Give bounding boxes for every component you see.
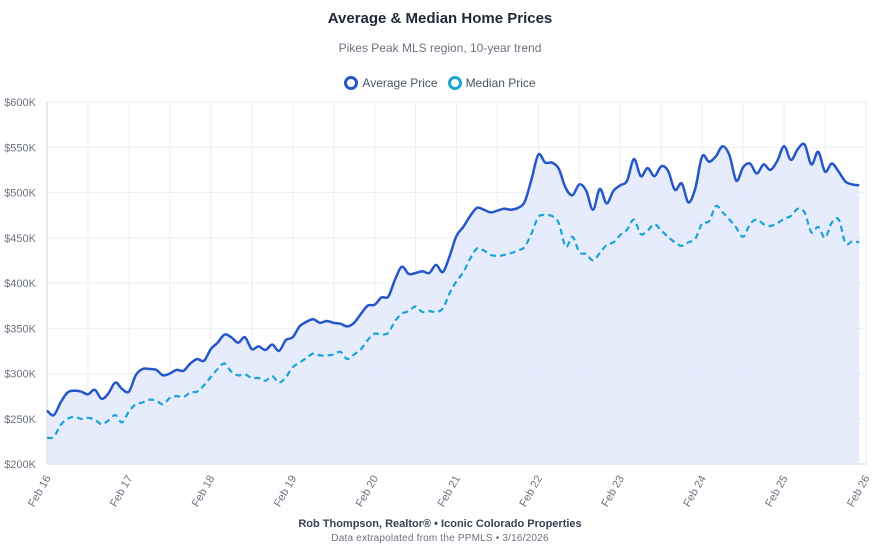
x-axis: Feb 16 Feb 17 Feb 18 Feb 19 Feb 20 Feb 21 Feb … — [26, 474, 873, 510]
y-tick-label: $350K — [4, 323, 36, 335]
x-tick-label: Feb 26 — [845, 474, 873, 510]
x-tick-label: Feb 25 — [763, 474, 791, 510]
legend-average-label: Average Price — [362, 76, 438, 90]
chart-title: Average & Median Home Prices — [327, 10, 553, 27]
y-tick-label: $400K — [4, 278, 36, 290]
footer-credit: Rob Thompson, Realtor® • Iconic Colorado… — [298, 518, 582, 530]
median-price-line — [46, 204, 860, 440]
y-tick-label: $550K — [4, 142, 36, 154]
legend-item-median[interactable]: Median Price — [447, 76, 536, 90]
y-tick-label: $200K — [4, 459, 36, 471]
series-lines — [46, 142, 860, 440]
y-axis: $200K $250K $300K $350K $400K $450K $500K $550K… — [4, 97, 36, 471]
x-tick-label: Feb 20 — [354, 474, 382, 510]
y-tick-label: $500K — [4, 188, 36, 200]
legend-median-marker — [447, 76, 462, 90]
legend-item-average[interactable]: Average Price — [344, 76, 438, 90]
average-price-line — [46, 142, 860, 417]
x-tick-label: Feb 24 — [681, 474, 709, 510]
y-tick-label: $250K — [4, 414, 36, 426]
x-tick-label: Feb 17 — [108, 474, 136, 510]
chart-subtitle: Pikes Peak MLS region, 10-year trend — [338, 41, 542, 55]
legend-median-label: Median Price — [465, 76, 536, 90]
footer-source: Data extrapolated from the PPMLS • 3/16/… — [331, 533, 549, 544]
average-area — [47, 143, 860, 464]
legend: Average Price Median Price — [0, 76, 880, 90]
x-tick-label: Feb 19 — [272, 474, 300, 510]
x-tick-label: Feb 18 — [190, 474, 218, 510]
y-tick-label: $300K — [4, 369, 36, 381]
x-tick-label: Feb 16 — [26, 474, 54, 510]
x-tick-label: Feb 22 — [517, 474, 545, 510]
area-fill — [47, 143, 860, 464]
y-tick-label: $450K — [4, 233, 36, 245]
legend-average-marker — [344, 76, 359, 90]
y-tick-label: $600K — [4, 97, 36, 109]
x-tick-label: Feb 23 — [599, 474, 627, 510]
x-tick-label: Feb 21 — [436, 474, 464, 510]
